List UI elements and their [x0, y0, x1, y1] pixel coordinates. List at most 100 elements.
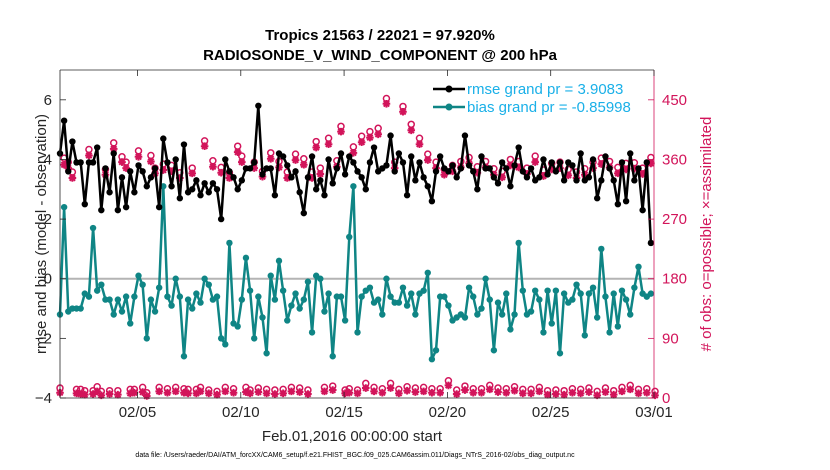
assimilated-obs-point	[271, 390, 279, 398]
legend-rmse-marker	[445, 85, 453, 93]
assimilated-obs-point	[171, 387, 180, 396]
assimilated-obs-point	[122, 164, 130, 172]
assimilated-obs-point	[411, 388, 420, 396]
assimilated-obs-point	[138, 388, 147, 396]
assimilated-obs-point	[552, 390, 560, 398]
assimilated-obs-point	[353, 389, 362, 398]
assimilated-obs-point	[585, 388, 593, 396]
rmse-point	[93, 144, 101, 151]
assimilated-obs-point	[337, 127, 345, 136]
assimilated-obs-point	[295, 388, 304, 396]
bias-point	[89, 224, 97, 232]
x-tick-label: 02/25	[532, 404, 570, 421]
rmse-point	[445, 168, 452, 175]
assimilated-obs-point	[97, 391, 106, 400]
bias-point	[114, 296, 122, 303]
assimilated-obs-point	[556, 164, 564, 172]
rmse-point	[416, 159, 423, 166]
assimilated-obs-point	[304, 390, 312, 398]
bias-point	[395, 299, 403, 306]
rmse-point	[585, 174, 593, 181]
rmse-point	[341, 171, 349, 178]
assimilated-obs-point	[614, 169, 622, 178]
bias-point	[511, 311, 518, 318]
bias-point	[610, 290, 617, 297]
assimilated-obs-point	[370, 387, 378, 396]
assimilated-obs-point	[618, 387, 626, 396]
bias-point	[110, 311, 117, 318]
assimilated-obs-point	[622, 165, 630, 174]
rmse-point	[102, 165, 109, 172]
assimilated-obs-point	[419, 387, 428, 396]
assimilated-obs-point	[180, 388, 188, 397]
assimilated-obs-point	[366, 133, 374, 142]
rmse-point	[296, 189, 303, 196]
bias-point	[441, 293, 448, 300]
assimilated-obs-point	[250, 164, 259, 172]
assimilated-obs-point	[386, 384, 395, 392]
bias-point	[428, 356, 436, 363]
assimilated-obs-point	[233, 148, 242, 156]
assimilated-obs-point	[361, 384, 370, 392]
bias-point	[408, 290, 415, 297]
assimilated-obs-point	[114, 390, 122, 399]
rmse-point	[598, 177, 605, 184]
rmse-point	[540, 156, 547, 163]
assimilated-obs-point	[275, 163, 283, 172]
bias-point	[263, 350, 270, 357]
bias-point	[490, 347, 498, 354]
assimilated-obs-point	[523, 170, 531, 178]
assimilated-obs-point	[506, 161, 515, 170]
rmse-point	[548, 159, 555, 166]
bias-point	[201, 275, 208, 282]
bias-point	[172, 275, 179, 282]
assimilated-obs-point	[494, 388, 502, 396]
assimilated-obs-point	[502, 388, 511, 397]
bias-point	[589, 284, 597, 291]
bias-point	[238, 296, 246, 303]
assimilated-obs-point	[130, 388, 139, 397]
rmse-point	[176, 195, 184, 202]
rmse-point	[383, 162, 390, 169]
bias-point	[585, 290, 593, 297]
bias-point	[515, 239, 522, 247]
bias-point	[635, 263, 642, 270]
rmse-point	[189, 186, 196, 193]
bias-point	[168, 302, 175, 309]
rmse-point	[618, 159, 626, 166]
rmse-point	[453, 174, 460, 181]
y-right-tick-label: 180	[662, 271, 687, 288]
assimilated-obs-point	[539, 172, 548, 180]
rmse-point	[325, 156, 332, 163]
assimilated-obs-point	[283, 174, 292, 182]
bias-point	[242, 254, 250, 262]
assimilated-obs-point	[266, 154, 275, 163]
assimilated-obs-point	[461, 386, 469, 394]
bias-point	[288, 302, 295, 309]
bias-point	[573, 281, 580, 288]
rmse-point	[77, 159, 84, 166]
assimilated-obs-point	[349, 149, 358, 157]
rmse-point	[122, 203, 130, 211]
plot-area	[60, 70, 654, 398]
assimilated-obs-point	[448, 167, 457, 176]
rmse-point	[271, 192, 279, 199]
bias-point	[403, 302, 411, 309]
bias-point	[296, 305, 303, 312]
rmse-point	[465, 162, 473, 169]
rmse-point	[217, 215, 225, 223]
bias-point	[399, 284, 407, 291]
rmse-point	[424, 183, 431, 190]
bias-point	[184, 296, 192, 303]
rmse-point	[255, 102, 262, 109]
assimilated-obs-point	[651, 391, 659, 400]
bias-point	[246, 287, 254, 294]
rmse-point	[60, 117, 68, 124]
bias-point	[618, 287, 626, 294]
rmse-point	[147, 174, 155, 181]
bias-point	[217, 335, 225, 342]
x-tick-label: 02/15	[325, 404, 363, 421]
assimilated-obs-point	[118, 158, 126, 166]
bias-point	[627, 311, 634, 318]
